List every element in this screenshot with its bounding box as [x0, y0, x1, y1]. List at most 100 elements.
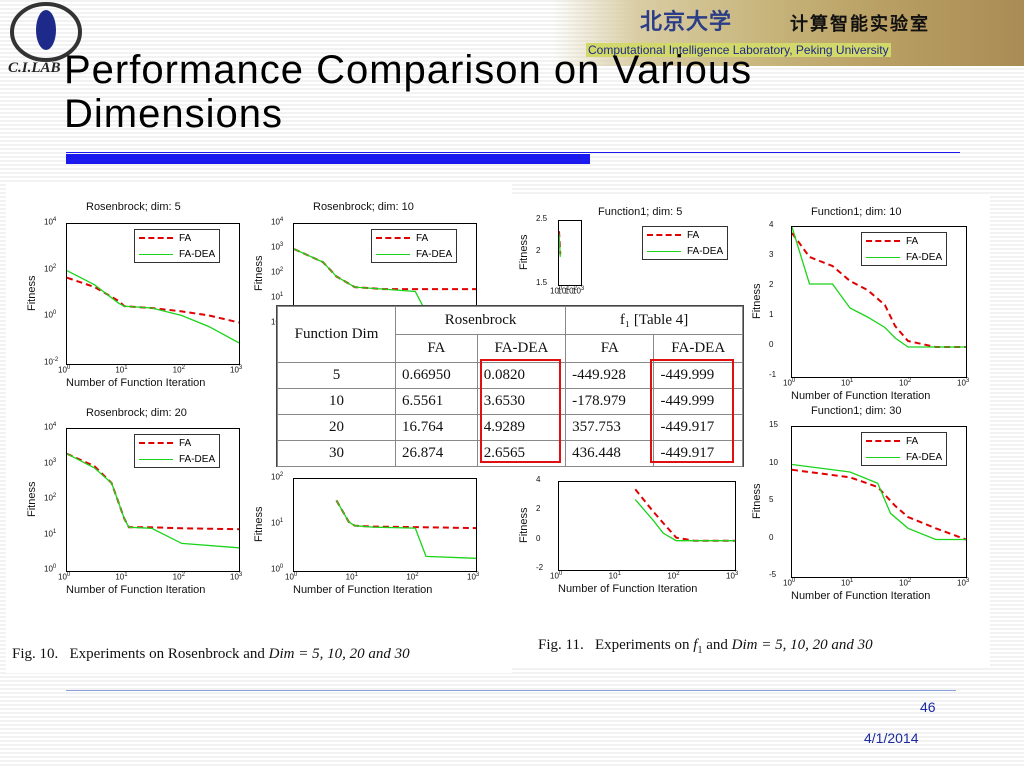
x-tick-label: 100 [58, 572, 71, 582]
caption-math-f: f [693, 637, 698, 653]
y-tick-label: 0 [536, 533, 541, 543]
table-row: 10 6.5561 3.6530 -178.979 -449.999 [277, 388, 743, 415]
chart-legend: FA FA-DEA [134, 229, 221, 263]
figure-11-caption: Fig. 11. Experiments on f1 and Dim = 5, … [538, 637, 873, 656]
series-line-fa [634, 488, 735, 542]
y-tick-label: 1 [769, 310, 774, 319]
legend-label: FA-DEA [416, 248, 453, 260]
cell-dim: 5 [277, 362, 396, 389]
cell-rosenbrock-fa: 6.5561 [395, 388, 478, 415]
y-tick-label: 2 [536, 504, 541, 514]
x-axis-label: Number of Function Iteration [293, 584, 433, 596]
legend-label: FA [179, 437, 192, 449]
subheader-fa-dea: FA-DEA [653, 334, 743, 363]
y-tick-label: 100 [44, 310, 57, 320]
x-tick-label: 100 [58, 365, 71, 375]
header-f1: f₁ [Table 4] [565, 306, 743, 335]
legend-swatch [866, 256, 900, 258]
series-line-fa [67, 276, 239, 324]
legend-entry: FA [862, 433, 946, 449]
x-tick-label: 102 [172, 572, 185, 582]
chart-title: Rosenbrock; dim: 10 [313, 201, 414, 213]
chart-legend: FA FA-DEA [861, 232, 948, 266]
legend-swatch [866, 456, 900, 458]
legend-entry: FA-DEA [862, 249, 946, 265]
y-tick-label: 102 [44, 263, 57, 274]
x-tick-label: 103 [230, 365, 243, 375]
x-tick-label: 102 [899, 378, 912, 388]
y-tick-label: 2 [536, 246, 541, 255]
page-number: 46 [920, 699, 936, 715]
x-tick-label: 103 [957, 378, 970, 388]
legend-label: FA [906, 435, 919, 447]
figure-10-caption: Fig. 10. Experiments on Rosenbrock and D… [12, 646, 410, 663]
chart-svg [634, 488, 735, 542]
y-tick-label: 102 [271, 267, 284, 277]
y-axis-label: Fitness [26, 275, 38, 311]
legend-label: FA [179, 232, 192, 244]
chart-svg [792, 227, 966, 348]
chart-title: Function1; dim: 5 [598, 206, 683, 218]
x-axis-label: Number of Function Iteration [66, 377, 206, 389]
table-row: 20 16.764 4.9289 357.753 -449.917 [277, 414, 743, 441]
y-tick-label: 4 [769, 220, 774, 229]
header-rosenbrock: Rosenbrock [394, 306, 567, 335]
y-tick-label: 2 [769, 280, 774, 289]
x-tick-label: 103 [957, 578, 970, 588]
y-tick-label: 10 [769, 457, 778, 467]
legend-entry: FA [135, 230, 219, 246]
series-line-fa-dea [559, 233, 561, 257]
chart-title: Rosenbrock; dim: 20 [86, 407, 187, 419]
series-line-fa-dea [792, 463, 966, 541]
series-line-fa-dea [67, 270, 239, 344]
legend-entry: FA [643, 227, 727, 243]
y-tick-label: 3 [769, 250, 774, 259]
x-tick-label: 103 [726, 571, 739, 581]
caption-text: Experiments on [594, 637, 690, 653]
cell-dim: 20 [277, 414, 396, 441]
y-tick-label: 104 [44, 217, 57, 227]
legend-swatch [139, 237, 173, 239]
y-tick-label: 4 [536, 475, 541, 484]
legend-swatch [139, 442, 173, 444]
legend-entry: FA-DEA [372, 246, 456, 262]
series-line-fa-dea [792, 227, 966, 348]
x-tick-label: 100 [550, 286, 563, 296]
chart-svg [67, 270, 239, 344]
cell-f1-fa-dea: -449.999 [653, 388, 743, 415]
chart-title: Function1; dim: 10 [811, 206, 902, 218]
header-function-dim: Function Dim [277, 306, 396, 363]
cell-dim: 10 [277, 388, 396, 415]
banner-university-name: 北京大学 [640, 9, 733, 35]
x-tick-label: 103 [230, 572, 243, 582]
cell-rosenbrock-fa: 0.66950 [395, 362, 478, 389]
series-line-fa-dea [67, 453, 239, 549]
legend-swatch [376, 237, 410, 239]
x-tick-label: 102 [564, 286, 577, 296]
chart-title: Rosenbrock; dim: 5 [86, 201, 181, 213]
y-tick-label: 101 [271, 518, 284, 528]
y-axis-label: Fitness [751, 483, 763, 519]
y-tick-label: 0 [769, 532, 774, 542]
legend-label: FA-DEA [906, 451, 943, 463]
caption-and: and [706, 637, 728, 653]
cell-rosenbrock-fa: 16.764 [395, 414, 478, 441]
cell-f1-fa-dea: -449.999 [653, 362, 743, 389]
x-tick-label: 100 [285, 572, 298, 582]
y-axis-label: Fitness [518, 234, 530, 270]
x-tick-label: 102 [406, 572, 419, 582]
legend-entry: FA [372, 230, 456, 246]
chart-svg [67, 452, 239, 549]
x-tick-label: 101 [841, 378, 854, 388]
cell-f1-fa-dea: -449.917 [653, 440, 743, 467]
legend-label: FA-DEA [687, 245, 724, 257]
legend-swatch [139, 458, 173, 460]
series-line-fa-dea [335, 500, 476, 559]
y-tick-label: 100 [44, 564, 57, 574]
title-rule-thin [66, 152, 960, 153]
title-rule-thick [66, 154, 590, 164]
table-row: 5 0.66950 0.0820 -449.928 -449.999 [277, 362, 743, 389]
chart-legend: FA FA-DEA [134, 434, 221, 468]
y-axis-label: Fitness [751, 283, 763, 319]
x-tick-label: 101 [115, 365, 128, 375]
